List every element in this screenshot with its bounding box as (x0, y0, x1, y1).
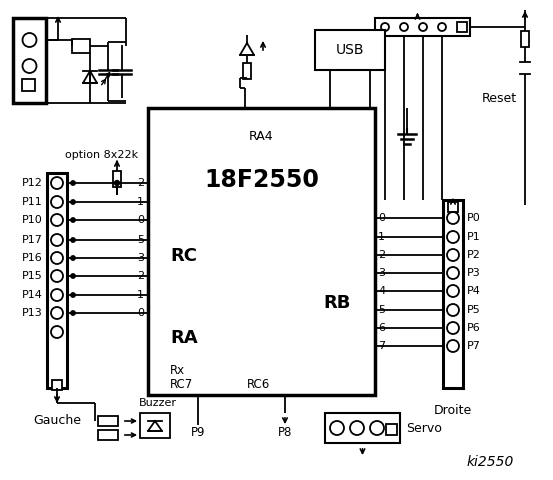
Text: P5: P5 (467, 305, 481, 315)
Bar (52, 380, 62, 390)
Bar (47, 173, 67, 388)
Text: 1: 1 (137, 197, 144, 207)
Text: 18F2550: 18F2550 (204, 168, 319, 192)
Text: 4: 4 (378, 286, 385, 296)
Text: P12: P12 (22, 178, 43, 188)
Text: P17: P17 (22, 235, 43, 245)
Bar (521, 31, 529, 47)
Text: P16: P16 (22, 253, 43, 263)
Text: Reset: Reset (482, 92, 517, 105)
Bar (457, 22, 467, 32)
Text: 1: 1 (137, 290, 144, 300)
Bar (22, 79, 35, 91)
Circle shape (71, 293, 75, 297)
Text: P14: P14 (22, 290, 43, 300)
Circle shape (71, 238, 75, 242)
Text: Gauche: Gauche (33, 413, 81, 427)
Text: 3: 3 (137, 253, 144, 263)
Text: RB: RB (323, 294, 351, 312)
Text: P9: P9 (191, 427, 205, 440)
Text: RC7: RC7 (170, 377, 193, 391)
Circle shape (71, 218, 75, 222)
Text: P7: P7 (467, 341, 481, 351)
Bar (386, 424, 397, 435)
Text: Rx: Rx (170, 363, 185, 376)
Text: Buzzer: Buzzer (139, 398, 177, 408)
Text: 7: 7 (378, 341, 385, 351)
Text: 6: 6 (378, 323, 385, 333)
Text: 0: 0 (378, 213, 385, 223)
Bar (448, 202, 458, 212)
Text: 0: 0 (137, 215, 144, 225)
Text: 2: 2 (137, 178, 144, 188)
Text: 2: 2 (378, 250, 385, 260)
Bar (243, 62, 251, 79)
Text: P6: P6 (467, 323, 481, 333)
Text: 0: 0 (137, 308, 144, 318)
Text: RC: RC (170, 247, 197, 265)
Text: P3: P3 (467, 268, 481, 278)
Bar (98, 430, 118, 440)
Text: 5: 5 (137, 235, 144, 245)
Bar (148, 108, 375, 395)
Text: P2: P2 (467, 250, 481, 260)
Bar (72, 39, 90, 53)
Text: 1: 1 (378, 232, 385, 242)
Bar (443, 200, 463, 388)
Bar (315, 30, 385, 70)
Bar (375, 18, 470, 36)
Text: P1: P1 (467, 232, 481, 242)
Circle shape (71, 181, 75, 185)
Text: ki2550: ki2550 (466, 455, 514, 469)
Text: RA: RA (170, 329, 197, 347)
Circle shape (71, 311, 75, 315)
Circle shape (71, 200, 75, 204)
Text: option 8x22k: option 8x22k (65, 150, 139, 160)
Text: 3: 3 (378, 268, 385, 278)
Bar (140, 413, 170, 438)
Text: P10: P10 (22, 215, 43, 225)
Text: USB: USB (336, 43, 364, 57)
Bar (113, 171, 121, 187)
Circle shape (71, 256, 75, 260)
Text: P8: P8 (278, 427, 292, 440)
Text: RC6: RC6 (247, 379, 270, 392)
Text: P11: P11 (22, 197, 43, 207)
Bar (13, 18, 46, 103)
Text: P15: P15 (22, 271, 43, 281)
Text: P0: P0 (467, 213, 481, 223)
Text: RA4: RA4 (249, 130, 274, 143)
Circle shape (71, 274, 75, 278)
Text: Servo: Servo (406, 421, 442, 434)
Bar (325, 413, 400, 443)
Bar (98, 416, 118, 426)
Text: Droite: Droite (434, 404, 472, 417)
Text: 2: 2 (137, 271, 144, 281)
Text: P13: P13 (22, 308, 43, 318)
Circle shape (114, 180, 119, 185)
Text: P4: P4 (467, 286, 481, 296)
Text: 5: 5 (378, 305, 385, 315)
